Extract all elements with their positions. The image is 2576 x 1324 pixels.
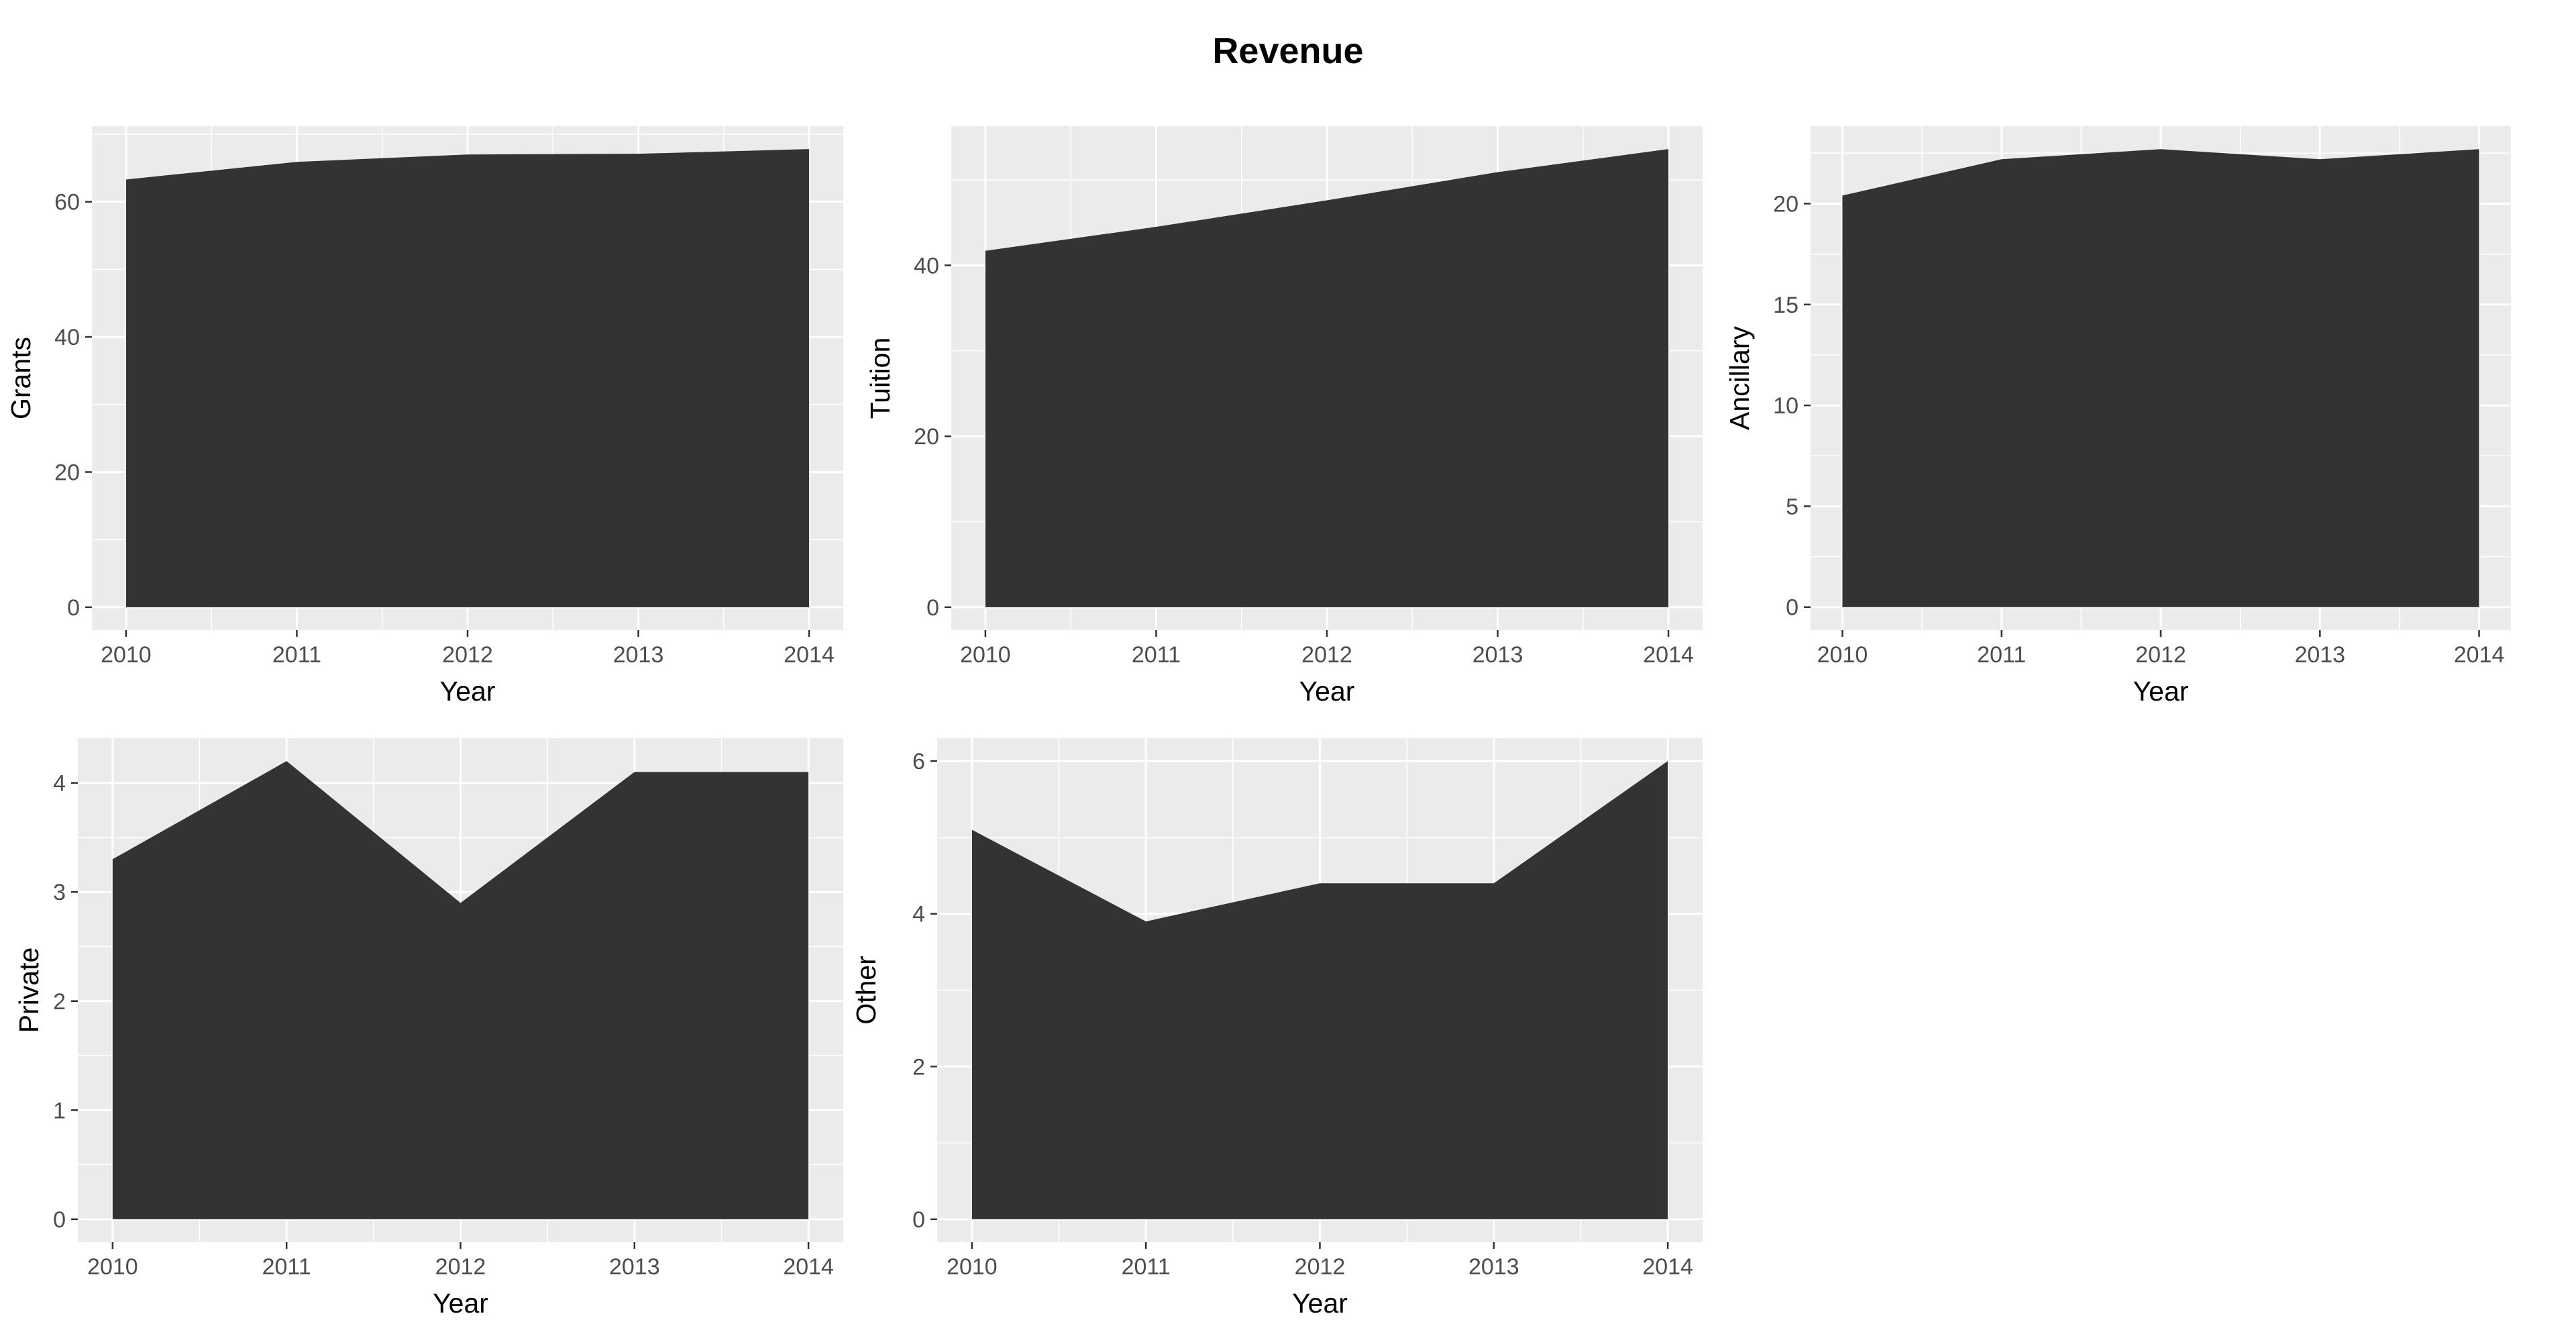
x-tick-label: 2014 bbox=[784, 642, 835, 668]
panel-grants: 0 20 40 60 2010 2011 2012 2013 2014 Year Grants bbox=[5, 126, 843, 707]
x-tick-label: 2013 bbox=[2294, 642, 2345, 668]
x-axis-title: Year bbox=[433, 1288, 488, 1319]
y-tick-label: 4 bbox=[53, 771, 66, 797]
area-series-ancillary bbox=[1842, 149, 2479, 607]
y-tick-label: 6 bbox=[912, 749, 925, 774]
y-tick-label: 0 bbox=[53, 1207, 66, 1233]
x-tick-label: 2014 bbox=[1643, 642, 1694, 668]
y-tick-label: 20 bbox=[54, 460, 80, 485]
x-tick-label: 2013 bbox=[1468, 1254, 1519, 1280]
x-axis-title: Year bbox=[440, 676, 496, 707]
x-tick-label: 2011 bbox=[1132, 642, 1181, 668]
area-series-grants bbox=[125, 149, 810, 607]
y-tick-label: 15 bbox=[1773, 293, 1799, 318]
y-tick-label: 3 bbox=[53, 880, 66, 905]
y-tick-label: 0 bbox=[912, 1207, 925, 1233]
x-tick-label: 2011 bbox=[272, 642, 321, 668]
x-tick-label: 2010 bbox=[1817, 642, 1868, 668]
area-series-tuition bbox=[985, 149, 1669, 607]
x-tick-label: 2012 bbox=[1301, 642, 1352, 668]
x-tick-label: 2011 bbox=[1122, 1254, 1171, 1280]
x-tick-label: 2010 bbox=[947, 1254, 998, 1280]
panel-other: 0 2 4 6 2010 2011 2012 2013 2014 Year Other bbox=[851, 738, 1703, 1319]
x-tick-label: 2010 bbox=[960, 642, 1011, 668]
y-tick-label: 10 bbox=[1773, 393, 1799, 419]
y-tick-label: 0 bbox=[926, 595, 939, 621]
y-axis-title: Ancillary bbox=[1724, 326, 1755, 430]
x-axis-title: Year bbox=[1299, 676, 1355, 707]
x-tick-label: 2013 bbox=[613, 642, 664, 668]
x-tick-label: 2010 bbox=[87, 1254, 138, 1280]
x-tick-label: 2013 bbox=[1472, 642, 1523, 668]
x-tick-label: 2011 bbox=[1977, 642, 2026, 668]
chart-title: Revenue bbox=[1212, 31, 1363, 71]
y-tick-label: 5 bbox=[1786, 494, 1799, 519]
x-tick-label: 2010 bbox=[101, 642, 152, 668]
y-axis-title: Grants bbox=[5, 337, 36, 419]
y-tick-label: 40 bbox=[914, 253, 939, 278]
panel-ancillary: 0 5 10 15 20 2010 2011 2012 2013 2014 Year Ancillar… bbox=[1724, 126, 2511, 707]
y-tick-label: 0 bbox=[1786, 595, 1799, 621]
panel-private: 0 1 2 3 4 2010 2011 2012 2013 2014 Year Private bbox=[13, 738, 843, 1319]
area-series-other bbox=[971, 761, 1668, 1219]
x-tick-label: 2012 bbox=[1295, 1254, 1346, 1280]
y-tick-label: 20 bbox=[914, 424, 939, 450]
y-tick-label: 60 bbox=[54, 190, 80, 215]
x-tick-label: 2012 bbox=[435, 1254, 486, 1280]
y-tick-label: 4 bbox=[912, 902, 925, 927]
x-axis-title: Year bbox=[2133, 676, 2189, 707]
y-tick-label: 1 bbox=[53, 1098, 66, 1123]
x-tick-label: 2014 bbox=[1642, 1254, 1693, 1280]
panel-tuition: 0 20 40 2010 2011 2012 2013 2014 Year Tuition bbox=[865, 126, 1703, 707]
x-tick-label: 2013 bbox=[609, 1254, 660, 1280]
x-tick-label: 2012 bbox=[442, 642, 493, 668]
x-tick-label: 2011 bbox=[262, 1254, 311, 1280]
y-tick-label: 40 bbox=[54, 325, 80, 350]
y-axis-title: Tuition bbox=[865, 338, 896, 419]
y-tick-label: 20 bbox=[1773, 191, 1799, 217]
x-tick-label: 2014 bbox=[2454, 642, 2505, 668]
y-tick-label: 0 bbox=[67, 595, 80, 621]
y-tick-label: 2 bbox=[53, 989, 66, 1015]
y-axis-title: Other bbox=[851, 956, 881, 1025]
y-axis-title: Private bbox=[13, 948, 44, 1033]
area-series-private bbox=[112, 761, 809, 1219]
x-tick-label: 2014 bbox=[783, 1254, 834, 1280]
y-tick-label: 2 bbox=[912, 1054, 925, 1080]
x-tick-label: 2012 bbox=[2135, 642, 2186, 668]
x-axis-title: Year bbox=[1292, 1288, 1348, 1319]
